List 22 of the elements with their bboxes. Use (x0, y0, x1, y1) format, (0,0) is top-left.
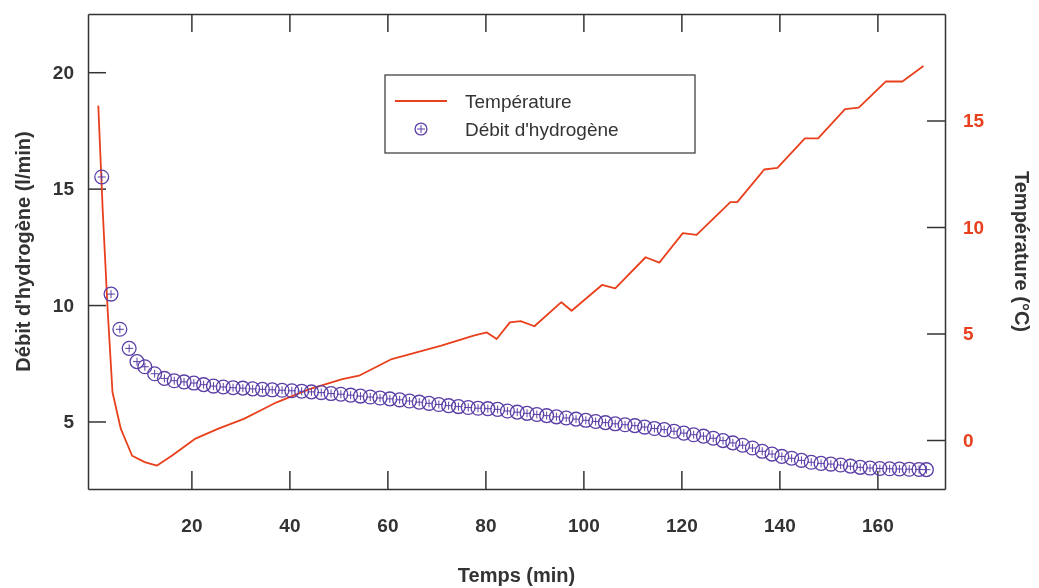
x-tick-label: 80 (475, 515, 497, 537)
y-tick-label: 20 (52, 61, 74, 83)
y-axis-title: Débit d'hydrogène (l/min) (12, 131, 34, 372)
line-series (97, 65, 925, 467)
x-tick-label: 140 (764, 515, 796, 537)
x-tick-label: 160 (862, 515, 894, 537)
y2-tick-label: 15 (963, 110, 985, 132)
y-tick-label: 15 (52, 178, 75, 200)
y2-tick-label: 10 (963, 216, 985, 238)
y-tick-label: 10 (52, 294, 74, 316)
y-tick-label: 5 (63, 411, 75, 433)
y2-tick-label: 5 (963, 323, 974, 345)
x-tick-label: 20 (181, 515, 203, 537)
x-axis-title: Temps (min) (457, 564, 576, 586)
x-tick-label: 120 (666, 515, 698, 537)
legend-label: Débit d'hydrogène (465, 119, 619, 140)
y2-tick-label: 0 (963, 429, 974, 451)
y2-axis-title: Température (°C) (1011, 171, 1033, 332)
x-tick-label: 100 (568, 515, 600, 537)
x-tick-label: 60 (377, 515, 399, 537)
x-tick-label: 40 (279, 515, 301, 537)
legend-label: Température (465, 91, 572, 112)
